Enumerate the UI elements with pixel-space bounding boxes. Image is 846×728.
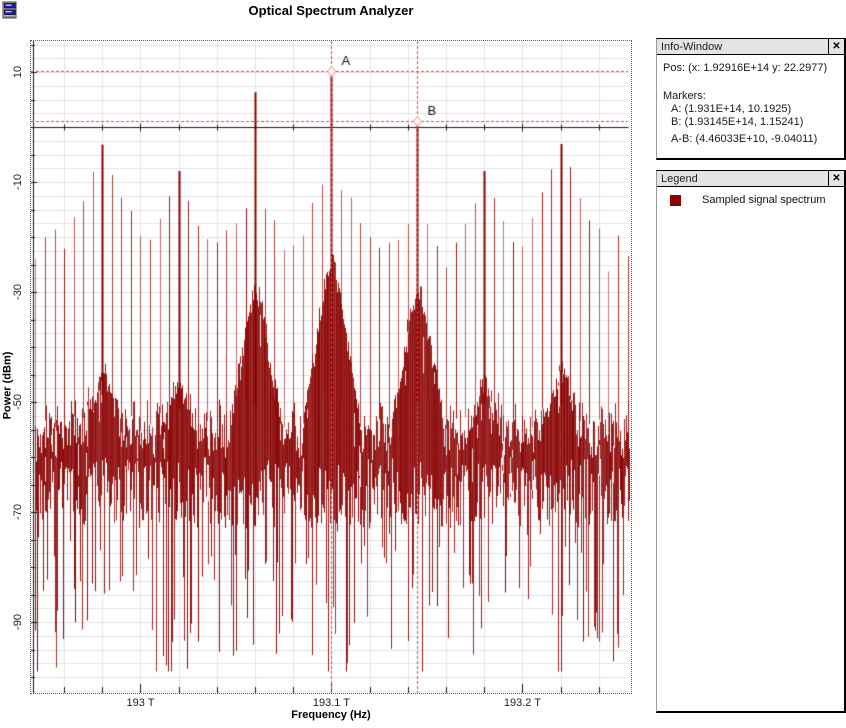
markers-heading: Markers:: [663, 90, 706, 102]
info-window-title: Info-Window: [661, 40, 723, 53]
marker-diff-readout: A-B: (4.46033E+10, -9.04011): [671, 133, 818, 145]
legend-title: Legend: [661, 172, 698, 185]
x-axis-title: Frequency (Hz): [291, 709, 371, 721]
y-tick-label: -10: [12, 174, 24, 190]
x-tick-label: 193.2 T: [503, 697, 541, 709]
marker-b-readout: B: (1.93145E+14, 1.15241): [671, 116, 804, 128]
info-window-panel: Info-Window ✕ Pos: (x: 1.92916E+14 y: 22…: [656, 38, 846, 160]
close-icon[interactable]: ✕: [828, 39, 844, 54]
x-tick-label: 193.1 T: [312, 697, 350, 709]
y-tick-label: -90: [12, 614, 24, 630]
legend-titlebar[interactable]: Legend ✕: [657, 171, 844, 187]
close-icon[interactable]: ✕: [828, 171, 844, 186]
legend-item[interactable]: Sampled signal spectrum: [670, 194, 844, 206]
info-window-titlebar[interactable]: Info-Window ✕: [657, 39, 844, 55]
page-title: Optical Spectrum Analyzer: [248, 3, 414, 18]
x-tick-label: 193 T: [126, 697, 155, 709]
legend-panel: Legend ✕ Sampled signal spectrum: [656, 170, 846, 713]
y-tick-label: 10: [12, 65, 24, 79]
spectrum-canvas[interactable]: [31, 41, 631, 693]
y-tick-label: -70: [12, 504, 24, 520]
legend-swatch: [670, 194, 681, 206]
marker-a-readout: A: (1.931E+14, 10.1925): [671, 103, 792, 115]
y-tick-label: -30: [12, 284, 24, 300]
info-window-body: Pos: (x: 1.92916E+14 y: 22.2977) Markers…: [657, 55, 844, 146]
cursor-position-readout: Pos: (x: 1.92916E+14 y: 22.2977): [663, 62, 828, 74]
legend-item-label: Sampled signal spectrum: [702, 194, 826, 206]
y-axis-title: Power (dBm): [1, 351, 14, 420]
component-drawer-icon: [2, 1, 18, 20]
spectrum-plot: [30, 40, 632, 694]
